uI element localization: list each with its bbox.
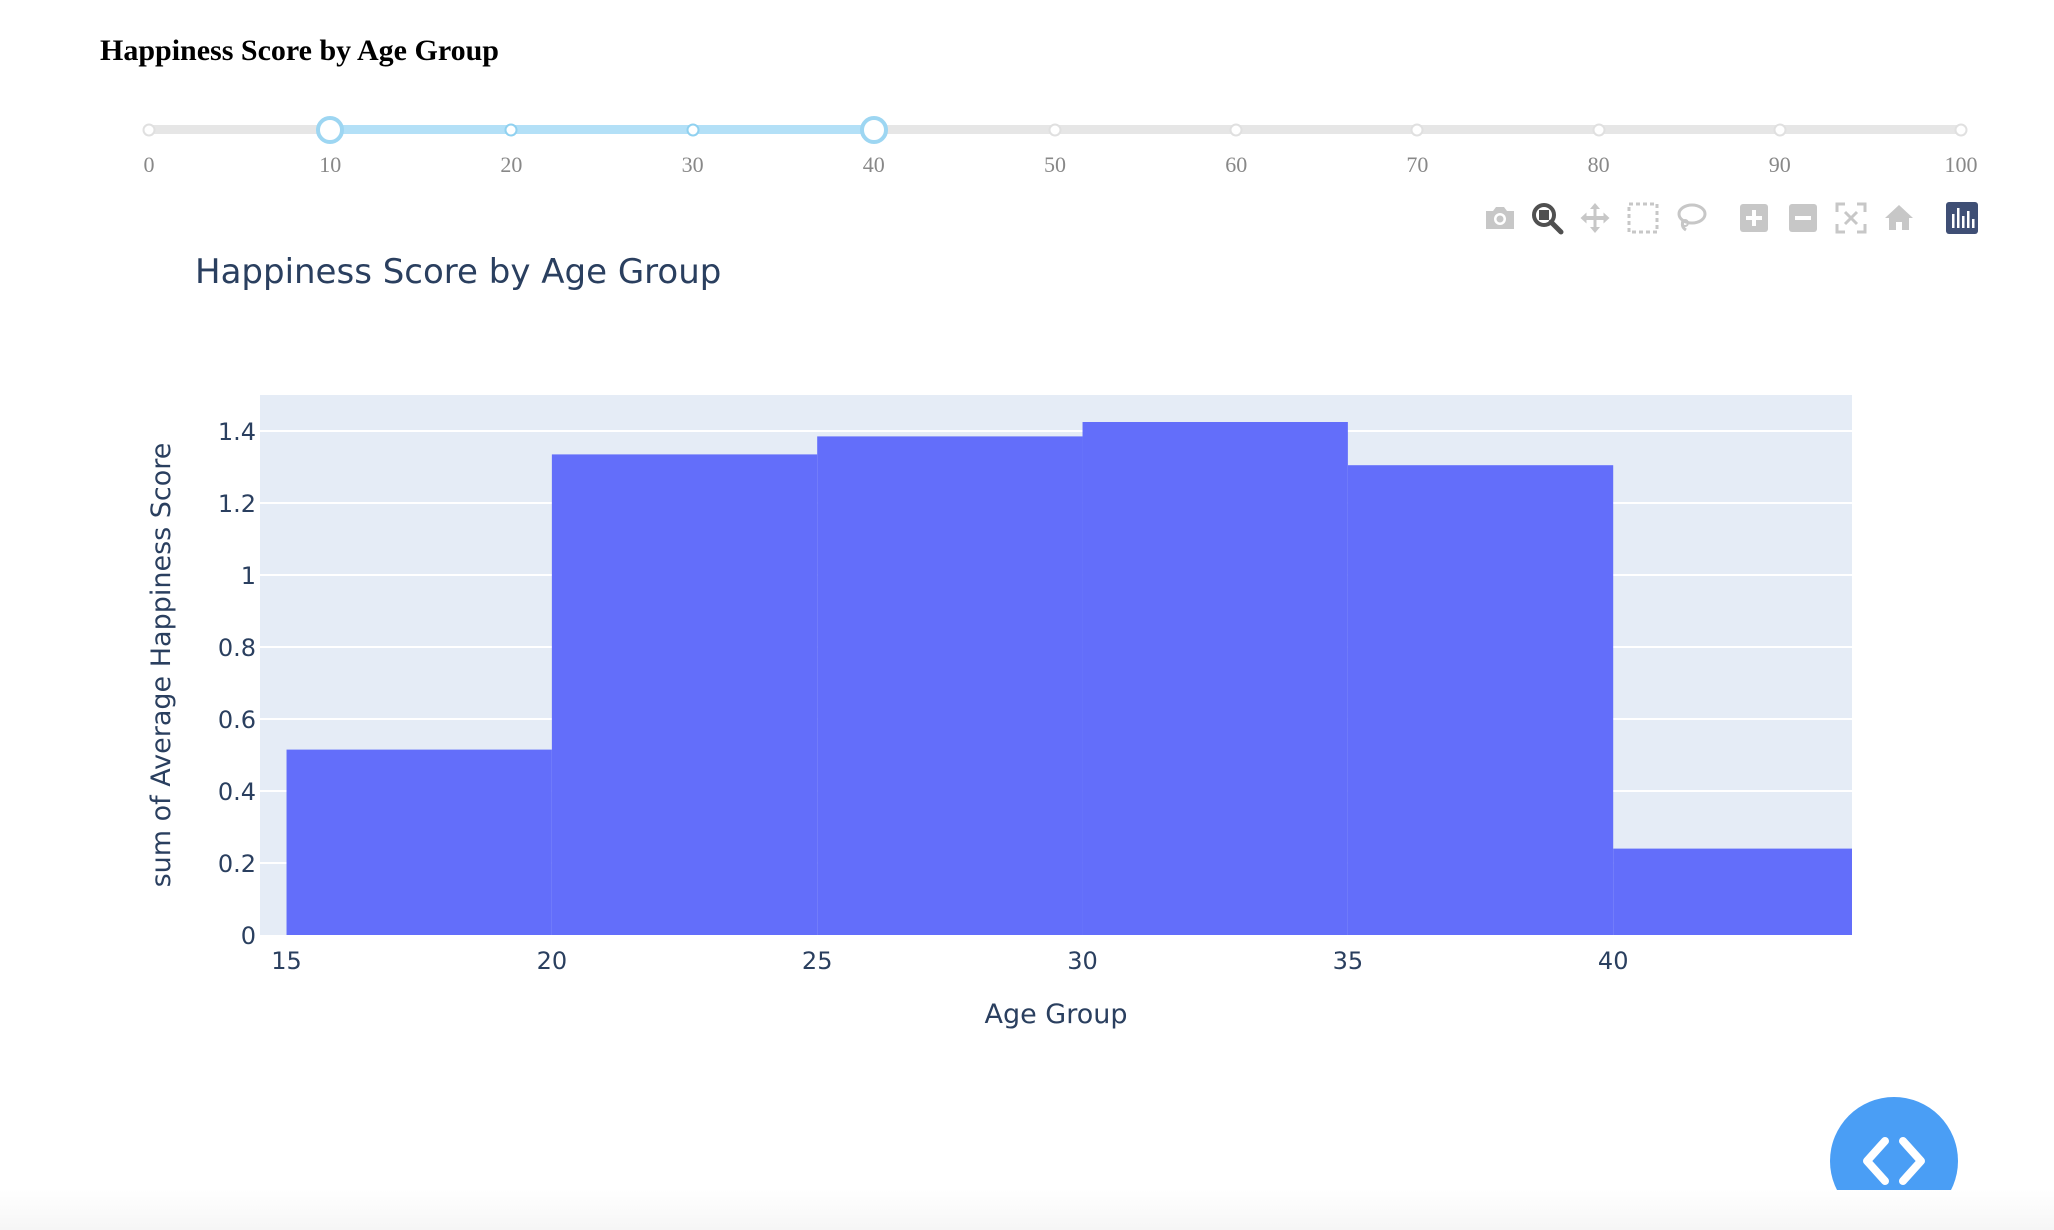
slider-mark-label[interactable]: 80 (1587, 152, 1610, 177)
x-tick-label: 15 (271, 947, 302, 975)
slider-dot[interactable] (1773, 123, 1787, 137)
autoscale-icon[interactable] (1831, 198, 1871, 238)
histogram-bar (1347, 465, 1614, 935)
y-tick-label: 0.2 (218, 850, 256, 878)
slider-dot[interactable] (1229, 123, 1243, 137)
age-range-slider[interactable]: 0 10 20 30 40 50 60 70 80 90 100 (0, 0, 2054, 190)
slider-dot[interactable] (1954, 123, 1968, 137)
slider-mark-label[interactable]: 40 (862, 152, 885, 177)
slider-dot[interactable] (1048, 123, 1062, 137)
slider-mark-label[interactable]: 70 (1406, 152, 1429, 177)
y-tick-label: 0.4 (218, 778, 256, 806)
y-tick-label: 0.6 (218, 706, 256, 734)
x-axis-ticks: 15 20 25 30 35 40 (271, 947, 1628, 975)
y-tick-label: 0 (241, 922, 256, 950)
histogram-bar (286, 749, 552, 935)
histogram-bar (1613, 848, 1852, 935)
histogram-bar (551, 454, 818, 935)
zoom-icon[interactable] (1527, 198, 1567, 238)
slider-mark-label[interactable]: 90 (1768, 152, 1791, 177)
slider-mark-label[interactable]: 20 (500, 152, 523, 177)
y-tick-label: 1.2 (218, 490, 256, 518)
x-axis-title: Age Group (984, 999, 1127, 1030)
zoom-out-icon[interactable] (1783, 198, 1823, 238)
y-tick-label: 1.4 (218, 418, 256, 446)
y-axis-ticks: 0 0.2 0.4 0.6 0.8 1 1.2 1.4 (218, 418, 256, 950)
y-tick-label: 0.8 (218, 634, 256, 662)
camera-icon[interactable] (1480, 198, 1520, 238)
page-title: Happiness Score by Age Group (100, 34, 499, 67)
histogram-bar (1082, 422, 1348, 935)
bars (286, 422, 1852, 935)
slider-dot[interactable] (1410, 123, 1424, 137)
slider-mark-label[interactable]: 0 (143, 152, 155, 177)
y-tick-label: 1 (241, 562, 256, 590)
x-tick-label: 30 (1067, 947, 1098, 975)
lasso-select-icon[interactable] (1671, 198, 1711, 238)
x-tick-label: 25 (802, 947, 833, 975)
slider-selected-track (330, 125, 874, 134)
bottom-scroll-shadow (0, 1190, 2054, 1230)
reset-axes-icon[interactable] (1879, 198, 1919, 238)
x-tick-label: 40 (1598, 947, 1629, 975)
slider-dot[interactable] (686, 123, 700, 137)
box-select-icon[interactable] (1623, 198, 1663, 238)
plotly-logo-icon[interactable] (1942, 198, 1982, 238)
x-tick-label: 20 (537, 947, 568, 975)
zoom-in-icon[interactable] (1734, 198, 1774, 238)
chart-title: Happiness Score by Age Group (195, 252, 721, 292)
x-tick-label: 35 (1333, 947, 1364, 975)
slider-mark-label[interactable]: 10 (319, 152, 342, 177)
y-axis-title: sum of Average Happiness Score (146, 443, 177, 888)
slider-mark-label[interactable]: 60 (1225, 152, 1248, 177)
slider-mark-label[interactable]: 50 (1044, 152, 1066, 177)
pan-icon[interactable] (1575, 198, 1615, 238)
histogram-chart[interactable]: Happiness Score by Age Group 00.20.40.60… (0, 240, 2054, 1060)
code-brackets-icon (1863, 1137, 1925, 1185)
slider-handle-lower[interactable] (316, 116, 345, 144)
slider-mark-label[interactable]: 100 (1944, 152, 1978, 177)
slider-dot[interactable] (142, 123, 156, 137)
slider-handle-upper[interactable] (859, 116, 888, 144)
slider-mark-label[interactable]: 30 (681, 152, 704, 177)
slider-dot[interactable] (1592, 123, 1606, 137)
slider-dot[interactable] (504, 123, 518, 137)
chart-modebar (1480, 198, 2020, 240)
histogram-bar (817, 436, 1083, 935)
